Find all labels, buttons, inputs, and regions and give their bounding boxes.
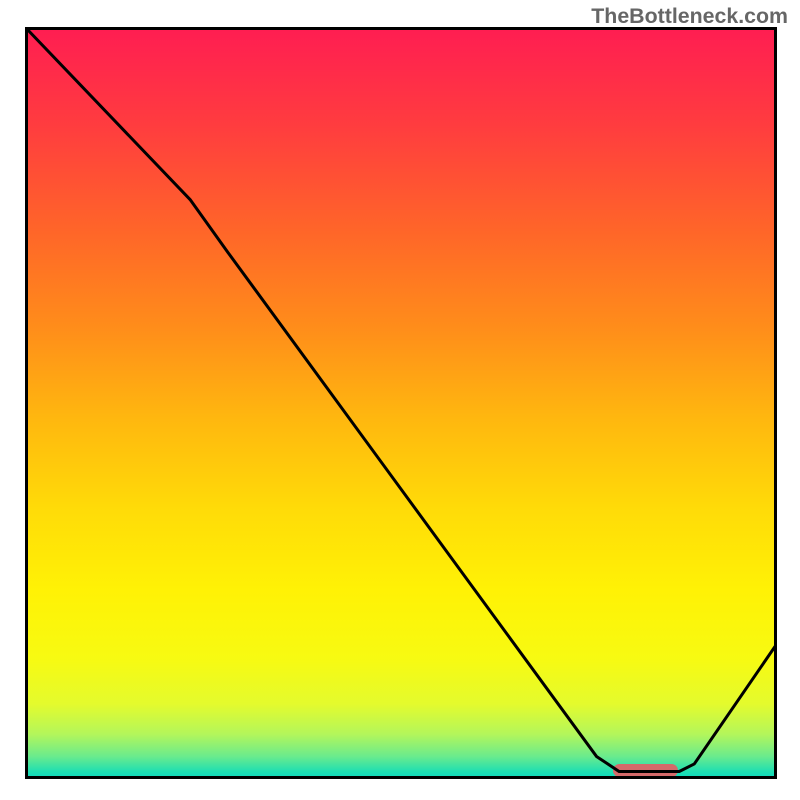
watermark: TheBottleneck.com (591, 4, 788, 29)
chart-container: TheBottleneck.com (0, 0, 800, 800)
bottleneck-curve (25, 27, 777, 779)
plot-area (25, 27, 777, 779)
